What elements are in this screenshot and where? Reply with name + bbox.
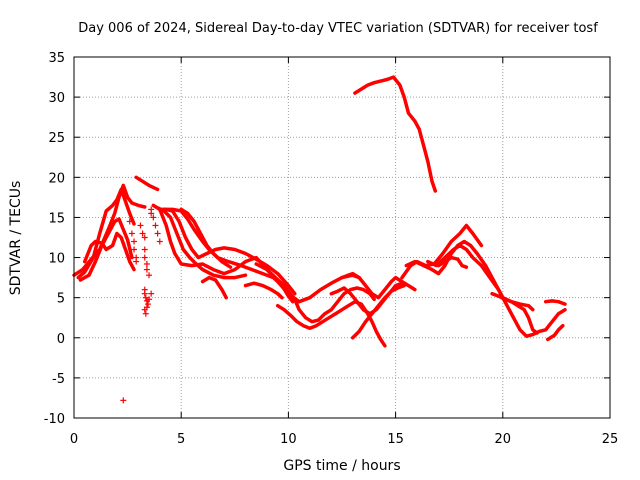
y-tick-label: 5 — [57, 292, 65, 307]
series-track-22 — [490, 291, 539, 335]
x-tick-label: 10 — [280, 432, 297, 447]
x-tick-label: 15 — [387, 432, 404, 447]
series-track-2 — [76, 187, 136, 280]
scatter-point — [154, 230, 161, 237]
scatter-point — [150, 214, 157, 221]
scatter-point — [139, 230, 146, 237]
series-track-25 — [353, 75, 438, 193]
series-track-13 — [254, 262, 376, 324]
scatter-point — [141, 246, 148, 253]
chart-title: Day 006 of 2024, Sidereal Day-to-day VTE… — [78, 21, 598, 36]
series-track-9 — [162, 207, 295, 304]
x-tick-label: 20 — [495, 432, 512, 447]
y-tick-label: 0 — [57, 332, 65, 347]
series-track-12 — [243, 281, 284, 300]
series-track-24 — [546, 323, 565, 342]
scatter-point — [141, 234, 148, 241]
scatter-point — [142, 294, 149, 301]
scatter-point — [148, 290, 155, 297]
series-layer — [72, 75, 567, 404]
scatter-point — [143, 266, 150, 273]
scatter-point — [144, 301, 151, 308]
series-track-21 — [436, 255, 469, 269]
series-track-6 — [151, 203, 361, 304]
plot-frame — [73, 56, 611, 419]
scatter-point — [152, 222, 159, 229]
series-track-10 — [179, 207, 233, 269]
series-track-11 — [200, 275, 228, 300]
y-axis-label: SDTVAR / TECUs — [8, 181, 24, 296]
series-track-17 — [350, 283, 406, 340]
y-tick-label: 25 — [48, 131, 65, 146]
y-tick-label: 20 — [48, 171, 65, 186]
y-tick-label: -5 — [52, 372, 65, 387]
x-tick-label: 5 — [177, 432, 185, 447]
y-tick-label: -10 — [44, 412, 65, 427]
grid-lines — [74, 57, 610, 418]
scatter-point — [142, 310, 149, 317]
scatter-point — [146, 272, 153, 279]
series-track-7 — [155, 206, 248, 280]
scatter-point — [128, 230, 135, 237]
series-track-8 — [158, 207, 297, 296]
scatter-point — [120, 397, 127, 404]
series-track-4 — [82, 231, 136, 272]
series-track-14 — [275, 299, 387, 348]
y-tick-label: 10 — [48, 252, 65, 267]
y-tick-label: 15 — [48, 211, 65, 226]
series-track-3 — [78, 217, 134, 282]
scatter-point — [143, 260, 150, 267]
x-axis-label: GPS time / hours — [283, 458, 400, 474]
x-tick-label: 0 — [70, 432, 78, 447]
scatter-point — [141, 290, 148, 297]
x-tick-label: 25 — [602, 432, 619, 447]
y-tick-label: 35 — [48, 51, 65, 66]
scatter-point — [126, 218, 133, 225]
scatter-point — [156, 238, 163, 245]
series-track-5 — [134, 175, 160, 192]
scatter-point — [131, 246, 138, 253]
scatter-point — [131, 238, 138, 245]
scatter-point — [143, 304, 150, 311]
scatter-point — [141, 254, 148, 261]
series-track-23 — [543, 299, 567, 306]
scatter-point — [148, 210, 155, 217]
y-tick-label: 30 — [48, 91, 65, 106]
scatter-point — [133, 258, 140, 265]
scatter-point — [137, 222, 144, 229]
axis-ticks: 0 5 10 15 20 25 -10 -5 0 5 10 15 20 25 30 35 — [44, 51, 619, 447]
scatter-point — [146, 296, 153, 303]
